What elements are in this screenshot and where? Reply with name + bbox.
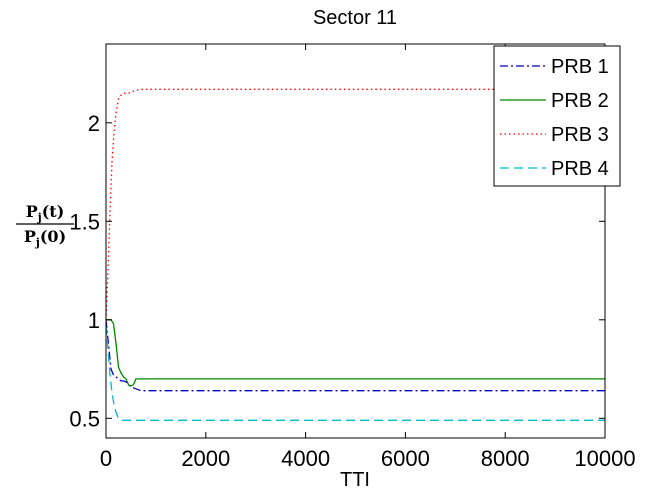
legend-label-3: PRB 3 [551,124,609,146]
x-tick-label: 0 [100,446,112,471]
legend-label-2: PRB 2 [551,90,609,112]
legend-label-1: PRB 1 [551,56,609,78]
x-tick-label: 4000 [281,446,330,471]
legend-label-4: PRB 4 [551,158,609,180]
y-tick-label: 1 [88,308,100,333]
axis-ticks: 0 2000 4000 6000 8000 10000 0.5 1 1.5 2 [69,44,636,471]
svg-text:Pj(0): Pj(0) [24,227,66,249]
svg-text:Pj(t): Pj(t) [26,202,65,224]
y-label-num-arg: (t) [42,202,65,221]
y-label-den-p: P [24,227,36,246]
chart-title: Sector 11 [313,7,397,29]
plot-area [105,43,606,439]
y-tick-label: 0.5 [69,406,100,431]
y-label-num-p: P [26,202,38,221]
x-tick-label: 2000 [181,446,230,471]
y-axis-label: Pj(t) Pj(0) [16,202,74,249]
series-line-2 [106,319,605,387]
legend-box [493,45,621,187]
series-layer [106,88,605,421]
y-label-den-sub: j [35,236,40,249]
x-tick-label: 10000 [574,446,635,471]
x-tick-label: 6000 [381,446,430,471]
y-label-num-sub: j [37,211,42,224]
y-tick-label: 1.5 [69,209,100,234]
series-line-1 [106,319,605,392]
series-line-4 [106,325,605,421]
x-tick-label: 8000 [481,446,530,471]
y-tick-label: 2 [88,111,100,136]
legend: PRB 1 PRB 2 PRB 3 PRB 4 [493,45,621,187]
series-line-3 [106,88,605,320]
y-label-den-arg: (0) [40,227,66,246]
x-axis-label: TTI [340,469,370,491]
